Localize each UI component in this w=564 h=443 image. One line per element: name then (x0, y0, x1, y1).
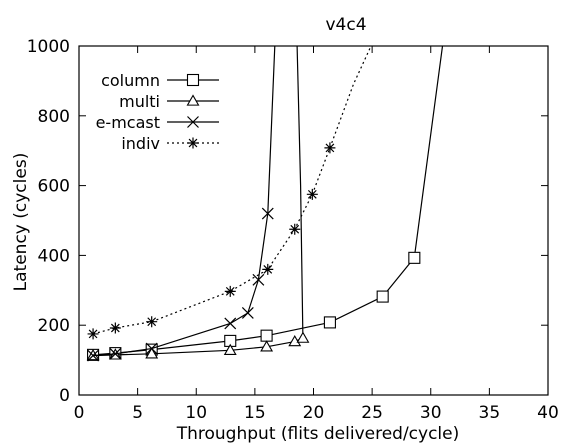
data-point-indiv (324, 142, 336, 154)
legend-label-column: column (101, 71, 160, 90)
data-point-e-mcast (109, 347, 122, 360)
y-tick-label: 600 (38, 177, 70, 197)
legend-label-multi: multi (119, 92, 160, 111)
legend-label-e-mcast: e-mcast (96, 113, 160, 132)
x-tick-label: 5 (132, 403, 143, 423)
series-indiv (87, 46, 372, 340)
legend-label-indiv: indiv (121, 134, 160, 153)
series-e-mcast (87, 46, 276, 362)
series-line-indiv (92, 46, 372, 335)
data-point-indiv (306, 188, 318, 200)
data-point-indiv (87, 328, 99, 340)
data-point-multi (288, 334, 302, 347)
series-line-e-mcast (93, 46, 276, 357)
data-point-e-mcast (252, 273, 265, 286)
legend-marker-e-mcast (187, 116, 199, 128)
data-point-multi (223, 343, 237, 356)
x-tick-label: 15 (244, 403, 266, 423)
legend-marker-indiv (187, 137, 199, 149)
y-tick-label: 1000 (27, 37, 70, 57)
data-point-e-mcast (145, 342, 158, 355)
data-point-column (323, 316, 336, 329)
y-axis-label: Latency (cycles) (11, 153, 31, 292)
x-tick-label: 35 (479, 403, 501, 423)
y-tick-label: 400 (38, 246, 70, 266)
y-tick-label: 0 (59, 386, 70, 406)
data-point-multi (296, 331, 310, 343)
x-tick-label: 0 (74, 403, 85, 423)
data-point-indiv (262, 263, 274, 275)
legend-marker-column (186, 73, 200, 87)
data-point-e-mcast (261, 207, 274, 220)
x-tick-label: 20 (303, 403, 325, 423)
y-tick-label: 800 (38, 107, 70, 127)
x-tick-label: 10 (185, 403, 207, 423)
data-point-column (408, 251, 421, 264)
data-point-indiv (109, 322, 121, 334)
chart-title: v4c4 (325, 15, 366, 35)
data-point-e-mcast (241, 307, 254, 319)
x-tick-label: 40 (537, 403, 559, 423)
x-tick-label: 25 (361, 403, 383, 423)
y-tick-label: 200 (38, 316, 70, 336)
data-point-indiv (224, 285, 236, 297)
data-point-e-mcast (87, 349, 99, 362)
data-point-indiv (146, 316, 158, 328)
data-point-column (260, 329, 273, 342)
data-point-indiv (289, 223, 301, 235)
x-tick-label: 30 (420, 403, 442, 423)
data-point-multi (145, 347, 159, 359)
data-point-multi (260, 340, 274, 352)
chart-legend: column multi e-mcast indiv (96, 71, 219, 153)
data-point-e-mcast (224, 317, 237, 330)
data-point-column (376, 290, 389, 303)
legend-marker-multi (186, 94, 200, 106)
x-axis-label: Throughput (flits delivered/cycle) (176, 424, 460, 443)
plot-series (86, 46, 444, 362)
